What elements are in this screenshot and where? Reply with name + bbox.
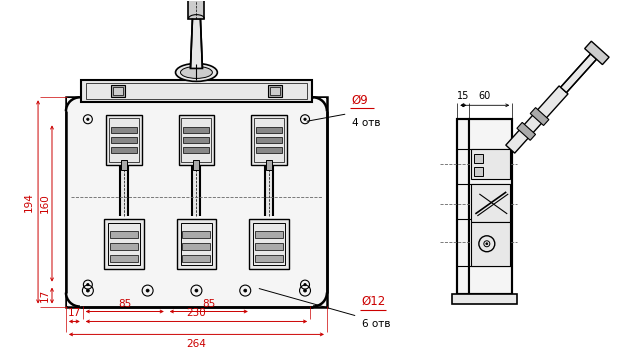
Text: Ø9: Ø9 <box>352 93 369 106</box>
Bar <box>474 167 483 176</box>
Polygon shape <box>561 54 597 93</box>
Bar <box>181 118 211 162</box>
Ellipse shape <box>181 67 212 79</box>
Bar <box>255 231 283 238</box>
Bar <box>66 97 327 307</box>
Bar <box>120 160 127 170</box>
Bar <box>67 98 326 306</box>
Bar <box>469 119 512 294</box>
Circle shape <box>304 118 306 121</box>
Circle shape <box>86 289 89 292</box>
Bar <box>111 85 125 97</box>
Text: 15: 15 <box>457 91 469 101</box>
Text: 85: 85 <box>118 299 132 308</box>
Text: 160: 160 <box>40 194 50 213</box>
Circle shape <box>486 243 488 245</box>
Polygon shape <box>530 108 549 126</box>
Circle shape <box>87 118 89 121</box>
Bar <box>458 119 469 294</box>
Bar <box>253 223 285 265</box>
Circle shape <box>304 289 307 292</box>
Circle shape <box>304 283 306 286</box>
Ellipse shape <box>176 63 217 81</box>
Bar <box>111 147 137 153</box>
Bar <box>183 243 211 250</box>
Bar <box>256 147 282 153</box>
Circle shape <box>195 289 198 292</box>
Bar <box>471 184 510 222</box>
Bar <box>249 219 289 269</box>
Bar <box>458 119 512 294</box>
Bar <box>255 255 283 262</box>
Text: Ø12: Ø12 <box>362 295 386 307</box>
Bar <box>194 160 199 170</box>
Text: 264: 264 <box>186 340 206 349</box>
Text: 4 отв: 4 отв <box>352 118 380 128</box>
Text: 85: 85 <box>202 299 215 308</box>
Bar <box>188 0 204 18</box>
Bar <box>471 149 510 179</box>
Text: 194: 194 <box>24 192 34 212</box>
Bar <box>270 87 280 95</box>
Bar <box>268 85 282 97</box>
Bar <box>193 165 201 216</box>
Bar <box>183 137 209 143</box>
Bar <box>474 154 483 163</box>
Bar <box>255 243 283 250</box>
Circle shape <box>146 289 149 292</box>
Polygon shape <box>191 18 202 68</box>
Text: 6 отв: 6 отв <box>362 320 391 329</box>
Bar <box>108 223 140 265</box>
Text: 17: 17 <box>68 308 81 319</box>
Bar <box>266 160 272 170</box>
Polygon shape <box>584 41 609 64</box>
Bar <box>471 222 510 266</box>
Bar <box>254 118 284 162</box>
Bar <box>183 255 211 262</box>
Bar <box>110 231 138 238</box>
Bar <box>110 255 138 262</box>
Text: 17: 17 <box>40 289 50 302</box>
Bar <box>265 165 273 216</box>
Bar <box>453 294 517 303</box>
Bar <box>109 118 138 162</box>
Polygon shape <box>517 122 535 140</box>
Circle shape <box>244 289 247 292</box>
Bar <box>120 165 128 216</box>
Bar <box>106 115 142 165</box>
Bar <box>81 80 312 102</box>
Bar <box>86 83 307 99</box>
Bar <box>181 223 212 265</box>
Bar <box>111 137 137 143</box>
Bar <box>178 115 214 165</box>
Bar <box>110 243 138 250</box>
Bar <box>183 147 209 153</box>
Circle shape <box>87 283 89 286</box>
Bar <box>183 127 209 133</box>
Bar <box>104 219 143 269</box>
Bar <box>252 115 287 165</box>
Bar <box>256 137 282 143</box>
Bar <box>111 127 137 133</box>
Text: 60: 60 <box>479 91 491 101</box>
Text: 230: 230 <box>186 308 206 319</box>
Bar <box>183 231 211 238</box>
Polygon shape <box>505 86 568 153</box>
Bar <box>256 127 282 133</box>
Bar <box>176 219 216 269</box>
Bar <box>113 87 123 95</box>
